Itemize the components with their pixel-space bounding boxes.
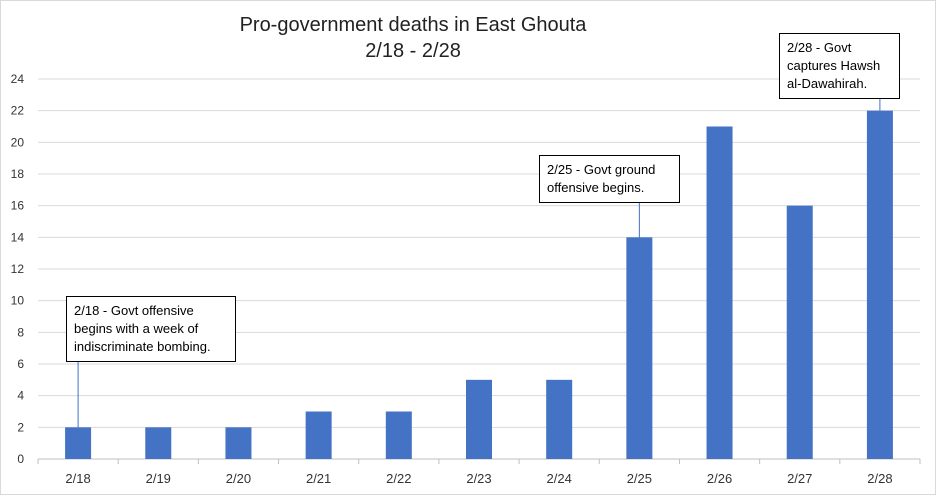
bar-2-20	[225, 427, 252, 459]
x-tick-label: 2/22	[386, 471, 411, 486]
callout-line: captures Hawsh	[787, 58, 881, 73]
x-axis-ticks: 2/18 2/19 2/20 2/21 2/22 2/23 2/24 2/25 2/26 2/27…	[65, 471, 892, 486]
callout-2-25: 2/25 - Govt ground offensive begins.	[539, 155, 680, 203]
x-tick-label: 2/21	[306, 471, 331, 486]
bar-2-19	[145, 427, 172, 459]
callout-line: 2/25 - Govt ground	[547, 162, 656, 177]
bar-2-24	[546, 379, 573, 459]
y-tick-label: 2	[17, 420, 24, 434]
y-tick-label: 20	[11, 135, 25, 149]
bar-2-26	[706, 126, 733, 459]
x-tick-label: 2/18	[65, 471, 90, 486]
y-tick-label: 6	[17, 357, 24, 371]
x-tick-label: 2/27	[787, 471, 812, 486]
bars	[65, 110, 893, 460]
x-tick-label: 2/24	[547, 471, 572, 486]
bar-2-21	[305, 411, 332, 459]
callout-line: 2/28 - Govt	[787, 40, 852, 55]
x-tick-label: 2/25	[627, 471, 652, 486]
bar-2-27	[786, 205, 813, 459]
bar-2-28	[866, 110, 893, 460]
y-tick-label: 16	[11, 199, 25, 213]
y-tick-label: 22	[11, 104, 25, 118]
callout-2-28: 2/28 - Govt captures Hawsh al-Dawahirah.	[779, 33, 900, 99]
bar-2-25	[626, 237, 653, 459]
y-tick-label: 24	[11, 72, 25, 86]
callout-line: offensive begins.	[547, 180, 645, 195]
x-tick-label: 2/19	[146, 471, 171, 486]
x-tick-label: 2/28	[867, 471, 892, 486]
bar-2-23	[466, 379, 492, 459]
callout-leaders	[77, 99, 881, 428]
y-tick-label: 0	[17, 452, 24, 466]
y-tick-label: 12	[11, 262, 25, 276]
bar-2-18	[65, 427, 92, 459]
callout-line: begins with a week of	[74, 321, 199, 336]
y-tick-label: 8	[17, 325, 24, 339]
callout-line: indiscriminate bombing.	[74, 339, 211, 354]
callout-2-18: 2/18 - Govt offensive begins with a week…	[66, 296, 236, 362]
y-tick-label: 10	[11, 294, 25, 308]
y-tick-label: 18	[11, 167, 25, 181]
bar-2-22	[385, 411, 412, 459]
y-tick-label: 14	[11, 230, 25, 244]
y-tick-label: 4	[17, 389, 24, 403]
callout-line: 2/18 - Govt offensive	[74, 303, 194, 318]
callout-line: al-Dawahirah.	[787, 76, 868, 91]
chart-subtitle: 2/18 - 2/28	[365, 40, 461, 62]
x-tick-label: 2/20	[226, 471, 251, 486]
chart-title: Pro-government deaths in East Ghouta	[239, 14, 587, 36]
x-tick-label: 2/26	[707, 471, 732, 486]
x-tick-label: 2/23	[466, 471, 491, 486]
